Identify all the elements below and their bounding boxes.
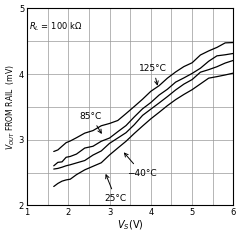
Text: 125°C: 125°C [139,64,167,85]
Text: 25°C: 25°C [105,175,127,203]
Text: −40°C: −40°C [124,153,156,178]
Text: $R_L$ = 100 k$\Omega$: $R_L$ = 100 k$\Omega$ [29,20,83,33]
Y-axis label: $V_{OUT}$ FROM RAIL  (mV): $V_{OUT}$ FROM RAIL (mV) [5,64,17,150]
X-axis label: $V_S$(V): $V_S$(V) [117,219,144,232]
Text: 85°C: 85°C [80,112,102,133]
